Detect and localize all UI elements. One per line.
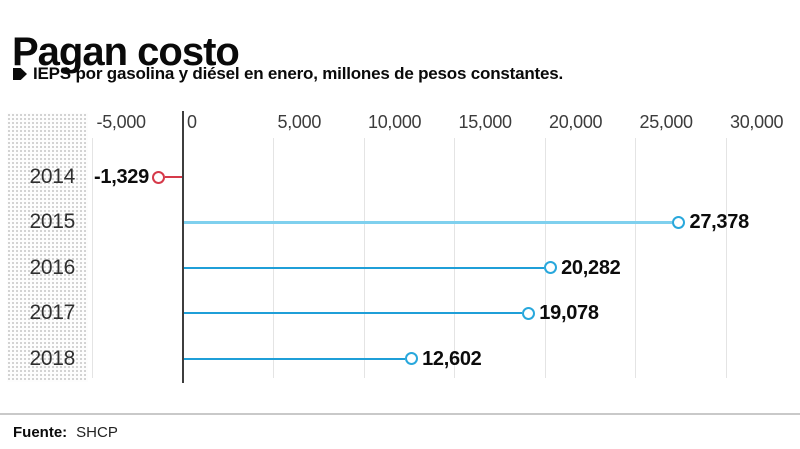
x-tick-label: 5,000	[277, 112, 322, 132]
year-label: 2017	[29, 301, 75, 324]
bar-line	[165, 176, 182, 178]
chart-subtitle-row: IEPS por gasolina y diésel en enero, mil…	[13, 64, 563, 84]
data-point-marker	[543, 261, 557, 274]
data-point-marker	[521, 306, 535, 320]
bar-line	[184, 266, 544, 269]
gridline	[725, 138, 727, 378]
chart-subtitle: IEPS por gasolina y diésel en enero, mil…	[33, 64, 564, 83]
data-point-marker	[672, 215, 686, 229]
zero-axis-line	[182, 111, 184, 383]
lollipop-chart: -5,000 0 5,000 10,000 15,000 20,000 25,000 30,0…	[0, 108, 800, 393]
gridline	[454, 138, 455, 378]
bullet-arrow-icon	[13, 68, 27, 80]
value-label: 27,378	[689, 211, 750, 233]
value-label: -1,329	[94, 166, 149, 188]
source-label: Fuente:	[13, 424, 68, 441]
data-point-marker	[152, 170, 166, 184]
x-tick-label: 10,000	[368, 112, 422, 132]
value-label: 20,282	[561, 256, 621, 279]
footer-divider	[0, 413, 800, 415]
gridline	[273, 138, 274, 378]
gridline	[92, 138, 93, 378]
x-tick-label: 15,000	[458, 112, 513, 132]
x-tick-label: -5,000	[96, 112, 147, 132]
value-label: 19,078	[539, 302, 599, 324]
x-tick-label: 30,000	[730, 112, 784, 132]
bar-line	[184, 312, 522, 314]
year-label: 2015	[29, 210, 75, 233]
gridline	[635, 138, 636, 378]
gridline	[544, 138, 546, 378]
gridline	[363, 138, 365, 378]
year-label: 2014	[29, 165, 75, 188]
x-tick-label: 25,000	[639, 112, 694, 132]
year-axis-background	[7, 113, 88, 382]
x-tick-label: 20,000	[549, 112, 603, 132]
year-label: 2016	[29, 255, 75, 279]
source-line: Fuente: SHCP	[13, 424, 118, 441]
bar-line	[184, 357, 405, 360]
year-label: 2018	[29, 346, 75, 370]
x-tick-label: 0	[187, 112, 197, 132]
source-value: SHCP	[76, 424, 118, 441]
value-label: 12,602	[422, 347, 482, 370]
bar-line	[184, 220, 673, 224]
data-point-marker	[404, 352, 418, 365]
page-title: Pagan costo	[12, 29, 240, 74]
